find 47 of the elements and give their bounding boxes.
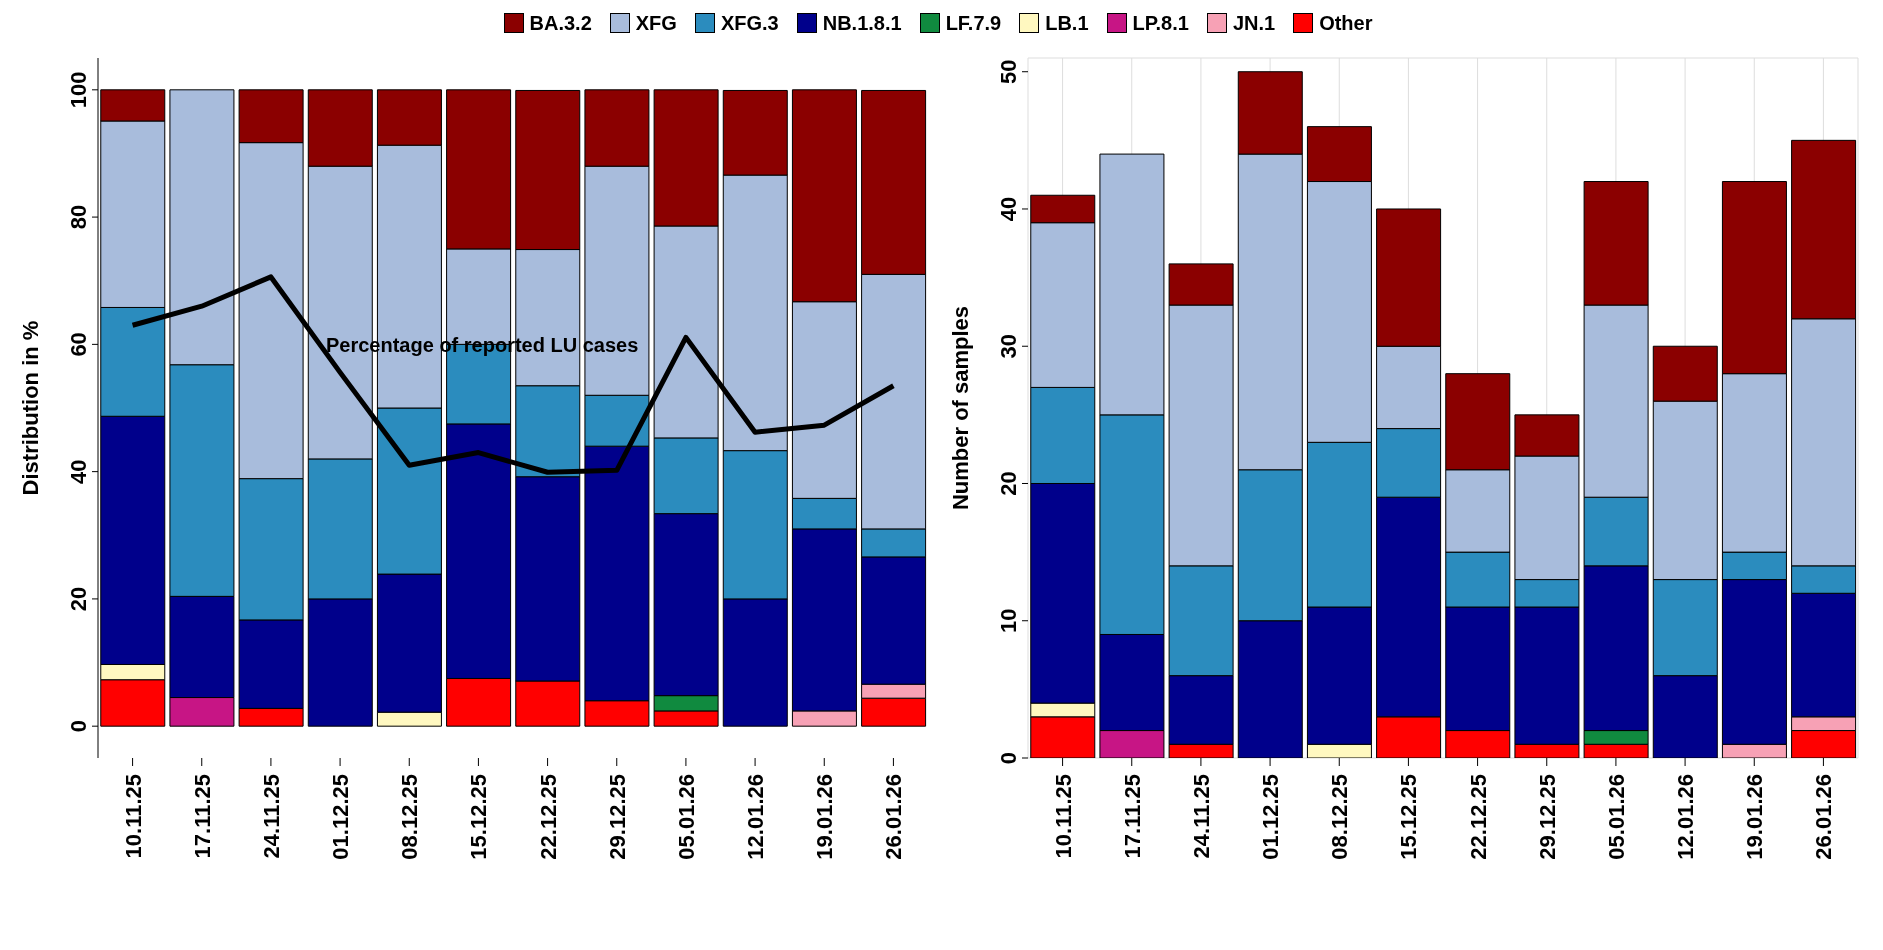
x-tick-label: 10.11.25 — [1050, 774, 1076, 859]
y-tick-label: 80 — [66, 204, 91, 230]
legend-label: LB.1 — [1045, 11, 1089, 35]
x-tick-label: 17.11.25 — [189, 774, 215, 859]
y-axis-title: Distribution in % — [17, 320, 43, 496]
y-tick-label: 30 — [996, 333, 1021, 359]
x-tick-label: 08.12.25 — [1327, 774, 1353, 860]
x-tick-label: 24.11.25 — [1188, 774, 1214, 859]
x-tick-label: 29.12.25 — [604, 774, 630, 860]
legend-label: BA.3.2 — [529, 11, 592, 35]
x-tick-label: 08.12.25 — [397, 774, 423, 860]
y-tick-label: 10 — [996, 608, 1021, 633]
legend-label: XFG — [635, 11, 677, 35]
legend-label: Other — [1319, 11, 1373, 35]
x-tick-label: 12.01.26 — [1673, 774, 1699, 860]
x-tick-label: 26.01.26 — [881, 774, 907, 860]
x-tick-label: 19.01.26 — [1742, 774, 1768, 860]
x-tick-label: 22.12.25 — [535, 774, 561, 860]
x-tick-label: 01.12.25 — [328, 774, 354, 860]
x-tick-label: 29.12.25 — [1534, 774, 1560, 860]
x-tick-label: 26.01.26 — [1811, 774, 1837, 860]
y-tick-label: 20 — [996, 471, 1021, 496]
y-tick-label: 40 — [996, 196, 1021, 222]
x-tick-label: 24.11.25 — [258, 774, 284, 859]
legend-label: XFG.3 — [720, 11, 779, 35]
legend-label: NB.1.8.1 — [822, 11, 902, 35]
y-tick-label: 100 — [66, 71, 91, 109]
x-tick-label: 22.12.25 — [1465, 774, 1491, 860]
x-tick-label: 17.11.25 — [1119, 774, 1145, 859]
y-tick-label: 0 — [996, 751, 1021, 765]
legend-label: LF.7.9 — [945, 11, 1002, 35]
x-tick-label: 19.01.26 — [812, 774, 838, 860]
legend-label: JN.1 — [1232, 11, 1276, 35]
y-tick-label: 20 — [66, 586, 91, 612]
x-tick-label: 05.01.26 — [673, 774, 699, 860]
x-tick-label: 15.12.25 — [466, 774, 492, 860]
x-tick-label: 15.12.25 — [1396, 774, 1422, 860]
x-tick-label: 10.11.25 — [120, 774, 146, 859]
y-tick-label: 0 — [66, 720, 91, 733]
x-tick-label: 01.12.25 — [1258, 774, 1284, 860]
y-tick-label: 40 — [66, 459, 91, 484]
y-axis-title: Number of samples — [947, 305, 973, 511]
x-tick-label: 12.01.26 — [743, 774, 769, 860]
legend-label: LP.8.1 — [1132, 11, 1189, 35]
y-tick-label: 50 — [996, 59, 1021, 84]
x-tick-label: 05.01.26 — [1603, 774, 1629, 860]
y-tick-label: 60 — [66, 332, 91, 357]
